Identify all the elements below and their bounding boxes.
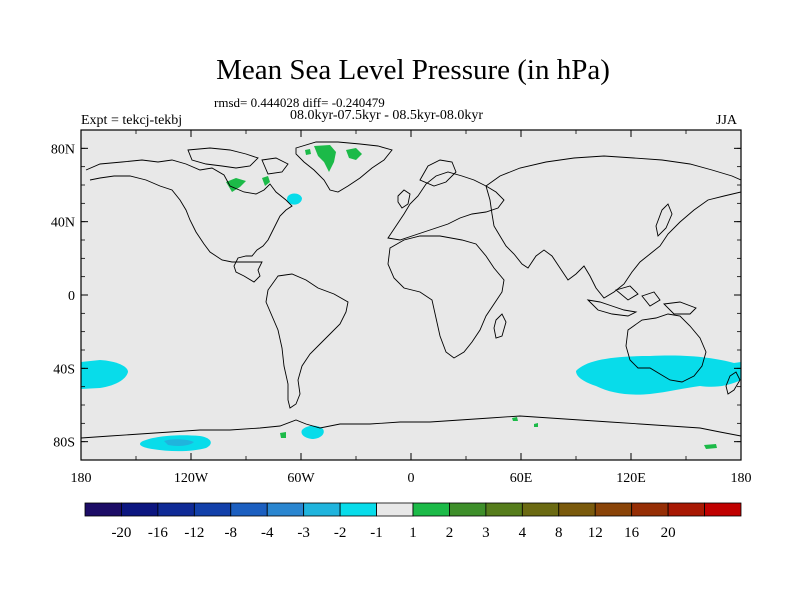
latitude-axis: 80N 40N 0 40S 80S [51,129,741,461]
colorbar-label: -12 [184,525,204,541]
lon-tick-label: 120E [616,471,646,486]
coast-indonesia [586,285,661,317]
colorbar-label: 12 [588,525,603,541]
lon-tick-label: 60W [287,471,315,486]
map-title: Mean Sea Level Pressure (in hPa) [216,54,610,86]
colorbar-label: 3 [482,525,490,541]
colorbar-box [121,502,159,517]
lat-tick-label: 80S [53,436,75,451]
anomaly-antarctic-small-1 [512,417,518,421]
colorbar-label: 16 [624,525,640,541]
coast-british-isles [397,189,411,209]
lon-tick-label: 180 [71,471,92,486]
season-label: JJA [716,113,738,128]
lat-tick-label: 80N [51,142,75,157]
colorbar-box [303,502,341,517]
colorbar-box [449,502,487,517]
colorbar-box [84,502,122,517]
coast-madagascar [493,313,507,339]
colorbar-box [631,502,669,517]
coast-europe [387,171,505,241]
anomaly-greenland [314,145,336,172]
anomaly-baffin [262,176,270,186]
colorbar-box [157,502,195,517]
lat-tick-label: 0 [68,289,75,304]
colorbar-box [193,502,232,517]
anomaly-south-indian-ocean [576,355,741,395]
colorbar-box [667,502,705,517]
colorbar-label: 1 [409,525,417,541]
colorbar-label: 4 [519,525,527,541]
coast-arctic-islands [187,147,289,175]
anomaly-antarctic-small-2 [534,423,538,427]
coast-asia [485,155,741,299]
period-line: 08.0kyr-07.5kyr - 08.5kyr-08.0kyr [290,108,484,123]
colorbar-label: 2 [446,525,454,541]
colorbar-box [376,502,414,517]
anomaly-antarctic-small-3 [280,432,286,438]
coastlines [81,141,741,439]
lon-tick-label: 120W [174,471,209,486]
anomaly-ross-sea-core [164,439,194,446]
lon-tick-label: 0 [408,471,415,486]
colorbar-box [521,502,560,517]
colorbar-box [485,502,523,517]
coast-south-america [265,273,349,409]
map-plot-area [81,130,741,460]
colorbar-box [594,502,633,517]
colorbar-label: -20 [111,525,131,541]
coast-new-zealand [725,371,741,395]
coast-north-america [85,159,293,283]
colorbar-box [704,502,742,517]
lon-tick-label: 180 [731,471,752,486]
longitude-axis: 180 120W 60W 0 60E 120E 180 [71,130,752,486]
lat-tick-label: 40S [53,362,75,377]
colorbar-label: -16 [148,525,168,541]
anomaly-south-pacific-west [81,360,128,389]
colorbar-label: -2 [334,525,347,541]
anomaly-svalbard [305,149,311,155]
anomaly-east-antarctic [704,444,717,449]
colorbar-label: 20 [661,525,676,541]
colorbar: -20 -16 -12 -8 -4 -3 -2 -1 1 2 3 4 8 12 16 20 [84,502,742,541]
colorbar-label: -1 [370,525,383,541]
colorbar-label: 8 [555,525,563,541]
lon-tick-label: 60E [510,471,533,486]
coast-japan [655,203,673,237]
coast-africa [387,235,505,359]
colorbar-label: -8 [225,525,238,541]
colorbar-label: -4 [261,525,274,541]
colorbar-box [230,502,268,517]
colorbar-box [266,502,305,517]
stats-line: rmsd= 0.444028 diff= -0.240479 [214,95,385,110]
anomaly-weddell-sea [301,425,324,439]
colorbar-box [412,502,450,517]
anomaly-hudson [226,178,246,192]
lat-tick-label: 40N [51,216,75,231]
coast-australia [625,313,707,383]
experiment-label: Expt = tekcj-tekbj [81,113,183,128]
colorbar-label: -3 [297,525,310,541]
anomaly-layer [81,145,741,452]
anomaly-st-lawrence [287,193,302,205]
coast-antarctica [81,415,741,439]
anomaly-greenland-east [346,148,362,160]
coast-new-guinea [663,301,697,315]
colorbar-box [339,502,377,517]
coast-scandinavia [419,159,457,187]
coast-greenland [295,141,393,193]
colorbar-box [558,502,596,517]
